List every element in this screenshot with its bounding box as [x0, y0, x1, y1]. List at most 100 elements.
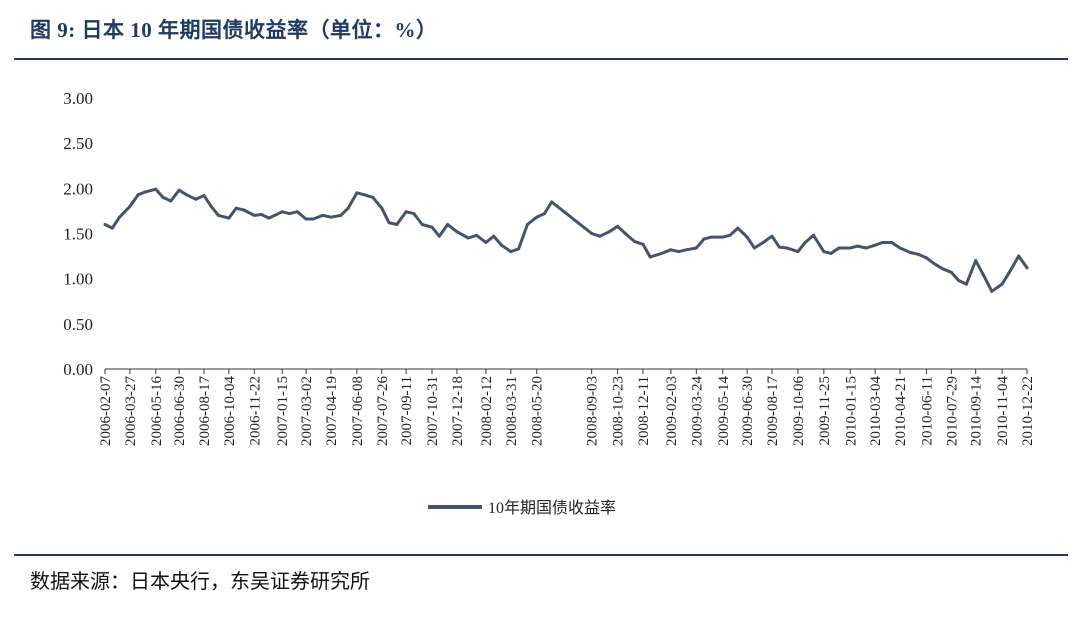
x-tick-label: 2007-10-31: [425, 376, 441, 446]
data-point: [304, 217, 308, 221]
x-tick-label: 2008-03-31: [504, 376, 520, 446]
data-point: [492, 234, 496, 238]
y-tick-label: 2.50: [63, 134, 93, 153]
data-point: [641, 242, 645, 246]
data-point: [234, 206, 238, 210]
data-point: [1025, 266, 1029, 270]
x-tick-label: 2008-05-20: [530, 376, 546, 446]
data-point: [184, 193, 188, 197]
data-point: [525, 223, 529, 226]
data-point: [990, 289, 994, 293]
data-point: [177, 188, 181, 192]
x-axis: 2006-02-07 2006-03-27 2006-05-16 2006-06-30…: [98, 368, 1036, 446]
x-tick-label: 2006-11-22: [247, 376, 263, 445]
data-point: [169, 199, 173, 203]
x-tick-label: 2010-09-14: [969, 376, 985, 446]
x-tick-label: 2009-11-25: [817, 376, 833, 445]
data-point: [202, 194, 206, 198]
data-point: [925, 256, 928, 260]
y-tick-label: 0.50: [63, 315, 93, 334]
data-point: [949, 270, 953, 274]
data-point: [812, 233, 815, 237]
y-tick-label: 0.00: [63, 360, 93, 379]
data-point: [509, 250, 513, 254]
plot-area: [103, 187, 1029, 293]
x-tick-label: 2010-07-29: [944, 376, 960, 446]
x-tick-label: 2010-12-22: [1020, 376, 1036, 446]
data-point: [685, 248, 688, 252]
x-tick-label: 2007-12-18: [450, 376, 466, 446]
y-tick-label: 3.00: [63, 89, 93, 108]
data-point: [908, 251, 912, 254]
x-tick-label: 2007-04-19: [324, 376, 340, 446]
data-point: [154, 187, 158, 191]
x-tick-label: 2006-08-17: [197, 376, 213, 446]
source-note: 数据来源：日本央行，东吴证券研究所: [30, 571, 370, 593]
series-line: [103, 187, 1029, 293]
x-tick-label: 2009-05-14: [716, 376, 732, 446]
data-point: [242, 208, 246, 212]
data-point: [346, 206, 350, 210]
data-point: [395, 223, 399, 226]
data-point: [288, 212, 291, 216]
data-point: [694, 246, 698, 250]
data-point: [420, 223, 424, 226]
data-point: [660, 251, 664, 255]
data-point: [633, 240, 637, 244]
data-point: [339, 213, 343, 217]
y-tick-label: 1.50: [63, 225, 93, 244]
data-point: [143, 190, 147, 194]
x-tick-label: 2006-05-16: [149, 376, 165, 446]
data-point: [455, 230, 459, 234]
data-point: [796, 250, 800, 254]
data-point: [864, 246, 868, 250]
x-tick-label: 2010-04-21: [893, 376, 909, 446]
data-point: [590, 232, 594, 235]
data-point: [128, 204, 132, 208]
data-point: [777, 245, 781, 249]
data-point: [517, 247, 521, 251]
data-point: [110, 226, 114, 230]
x-tick-label: 2006-06-30: [172, 376, 188, 446]
data-point: [770, 234, 774, 238]
data-point: [500, 243, 503, 247]
data-point: [982, 273, 985, 277]
data-point: [103, 223, 107, 226]
x-tick-label: 2010-03-04: [868, 376, 884, 446]
data-point: [745, 235, 749, 239]
data-point: [736, 226, 740, 230]
data-point: [1017, 254, 1021, 258]
data-point: [941, 267, 944, 271]
x-tick-label: 2007-03-02: [299, 376, 315, 446]
data-point: [194, 197, 198, 201]
data-point: [430, 225, 434, 229]
x-tick-label: 2010-11-04: [995, 376, 1011, 446]
figure-title: 图 9: 日本 10 年期国债收益率（单位：%）: [30, 18, 438, 42]
data-point: [932, 261, 936, 265]
data-point: [598, 234, 602, 238]
data-point: [974, 259, 978, 263]
data-point: [161, 195, 165, 199]
data-point: [916, 252, 920, 256]
x-tick-label: 2009-06-30: [740, 376, 756, 446]
data-point: [702, 237, 706, 241]
data-point: [209, 204, 213, 208]
data-point: [803, 241, 807, 244]
data-point: [118, 215, 121, 219]
data-point: [371, 195, 375, 199]
data-point: [446, 223, 450, 226]
data-point: [648, 255, 652, 259]
data-point: [822, 250, 826, 254]
data-point: [484, 241, 488, 244]
data-point: [535, 215, 539, 219]
top-divider: [14, 58, 1068, 60]
x-tick-label: 2009-02-03: [664, 376, 680, 446]
x-tick-label: 2007-06-08: [350, 376, 366, 446]
x-tick-label: 2007-09-11: [399, 376, 415, 445]
x-tick-label: 2008-10-23: [611, 376, 627, 446]
x-tick-label: 2006-03-27: [123, 376, 139, 446]
data-point: [217, 213, 220, 217]
data-point: [355, 191, 359, 195]
data-point: [387, 221, 391, 225]
legend: 10年期国债收益率: [428, 499, 616, 517]
